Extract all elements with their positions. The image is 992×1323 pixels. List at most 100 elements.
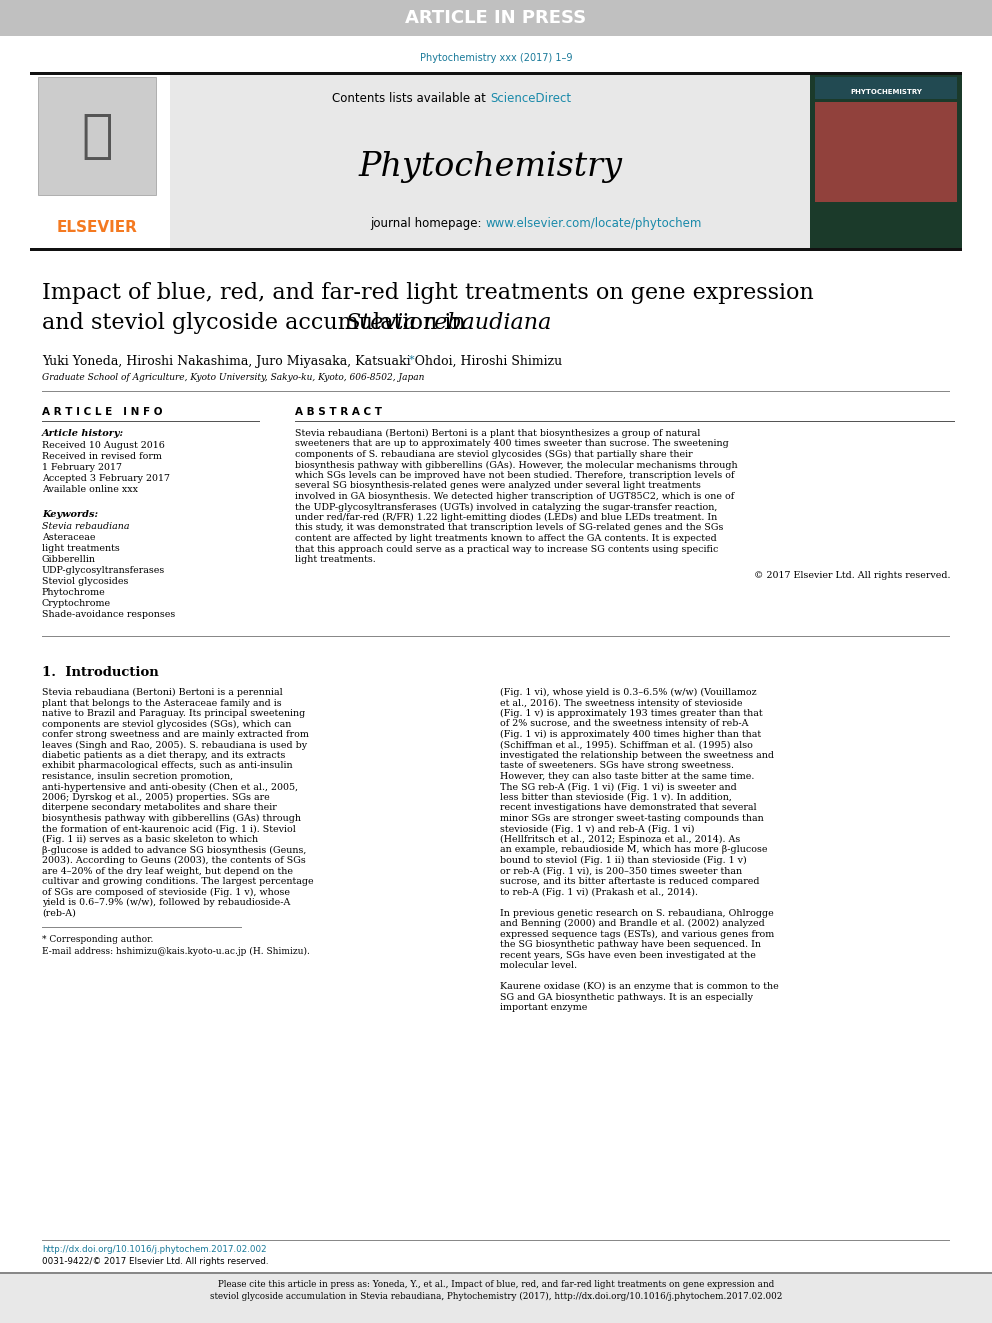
Text: β-glucose is added to advance SG biosynthesis (Geuns,: β-glucose is added to advance SG biosynt…: [42, 845, 307, 855]
Text: leaves (Singh and Rao, 2005). S. rebaudiana is used by: leaves (Singh and Rao, 2005). S. rebaudi…: [42, 741, 308, 750]
Text: * Corresponding author.: * Corresponding author.: [42, 935, 154, 945]
Text: A R T I C L E   I N F O: A R T I C L E I N F O: [42, 407, 163, 417]
Text: sweeteners that are up to approximately 400 times sweeter than sucrose. The swee: sweeteners that are up to approximately …: [295, 439, 729, 448]
Text: (Schiffman et al., 1995). Schiffman et al. (1995) also: (Schiffman et al., 1995). Schiffman et a…: [500, 741, 753, 750]
Text: yield is 0.6–7.9% (w/w), followed by rebaudioside-A: yield is 0.6–7.9% (w/w), followed by reb…: [42, 898, 291, 908]
Text: et al., 2016). The sweetness intensity of stevioside: et al., 2016). The sweetness intensity o…: [500, 699, 742, 708]
Text: of 2% sucrose, and the sweetness intensity of reb-A: of 2% sucrose, and the sweetness intensi…: [500, 720, 749, 729]
Text: ARTICLE IN PRESS: ARTICLE IN PRESS: [406, 9, 586, 26]
Text: steviol glycoside accumulation in Stevia rebaudiana, Phytochemistry (2017), http: steviol glycoside accumulation in Stevia…: [210, 1293, 782, 1301]
Text: components are steviol glycosides (SGs), which can: components are steviol glycosides (SGs),…: [42, 720, 292, 729]
Text: PHYTOCHEMISTRY: PHYTOCHEMISTRY: [850, 89, 922, 95]
Text: In previous genetic research on S. rebaudiana, Ohlrogge: In previous genetic research on S. rebau…: [500, 909, 774, 917]
Text: Asteraceae: Asteraceae: [42, 533, 95, 542]
Text: Steviol glycosides: Steviol glycosides: [42, 577, 128, 586]
Text: several SG biosynthesis-related genes were analyzed under several light treatmen: several SG biosynthesis-related genes we…: [295, 482, 701, 491]
Bar: [30, 247, 962, 250]
Bar: [30, 71, 962, 74]
Text: expressed sequence tags (ESTs), and various genes from: expressed sequence tags (ESTs), and vari…: [500, 930, 774, 938]
Text: 1.  Introduction: 1. Introduction: [42, 665, 159, 679]
Text: www.elsevier.com/locate/phytochem: www.elsevier.com/locate/phytochem: [485, 217, 701, 230]
Text: Stevia rebaudiana (Bertoni) Bertoni is a plant that biosynthesizes a group of na: Stevia rebaudiana (Bertoni) Bertoni is a…: [295, 429, 700, 438]
Text: that this approach could serve as a practical way to increase SG contents using : that this approach could serve as a prac…: [295, 545, 718, 553]
Text: Stevia rebaudiana (Bertoni) Bertoni is a perennial: Stevia rebaudiana (Bertoni) Bertoni is a…: [42, 688, 283, 697]
Text: Available online xxx: Available online xxx: [42, 486, 138, 493]
Text: http://dx.doi.org/10.1016/j.phytochem.2017.02.002: http://dx.doi.org/10.1016/j.phytochem.20…: [42, 1245, 267, 1254]
Text: (Fig. 1 v) is approximately 193 times greater than that: (Fig. 1 v) is approximately 193 times gr…: [500, 709, 763, 718]
Bar: [0, 1271, 992, 1323]
Text: Phytochemistry: Phytochemistry: [358, 151, 622, 183]
Bar: [0, 1271, 992, 1274]
Text: (reb-A): (reb-A): [42, 909, 75, 917]
Text: ScienceDirect: ScienceDirect: [490, 91, 571, 105]
Text: biosynthesis pathway with gibberellins (GAs). However, the molecular mechanisms : biosynthesis pathway with gibberellins (…: [295, 460, 738, 470]
Text: involved in GA biosynthesis. We detected higher transcription of UGT85C2, which : involved in GA biosynthesis. We detected…: [295, 492, 734, 501]
Text: Article history:: Article history:: [42, 429, 124, 438]
Text: (Fig. 1 vi), whose yield is 0.3–6.5% (w/w) (Vouillamoz: (Fig. 1 vi), whose yield is 0.3–6.5% (w/…: [500, 688, 757, 697]
Text: Contents lists available at: Contents lists available at: [332, 91, 490, 105]
Text: sucrose, and its bitter aftertaste is reduced compared: sucrose, and its bitter aftertaste is re…: [500, 877, 760, 886]
Text: cultivar and growing conditions. The largest percentage: cultivar and growing conditions. The lar…: [42, 877, 313, 886]
Text: Received in revised form: Received in revised form: [42, 452, 162, 460]
Text: Keywords:: Keywords:: [42, 509, 98, 519]
Bar: [0, 0, 992, 36]
Text: the UDP-glycosyltransferases (UGTs) involved in catalyzing the sugar-transfer re: the UDP-glycosyltransferases (UGTs) invo…: [295, 503, 717, 512]
Text: molecular level.: molecular level.: [500, 960, 577, 970]
Text: (Hellfritsch et al., 2012; Espinoza et al., 2014). As: (Hellfritsch et al., 2012; Espinoza et a…: [500, 835, 740, 844]
Text: ELSEVIER: ELSEVIER: [57, 220, 138, 234]
Text: and Benning (2000) and Brandle et al. (2002) analyzed: and Benning (2000) and Brandle et al. (2…: [500, 919, 765, 929]
Text: resistance, insulin secretion promotion,: resistance, insulin secretion promotion,: [42, 773, 233, 781]
Text: Graduate School of Agriculture, Kyoto University, Sakyo-ku, Kyoto, 606-8502, Jap: Graduate School of Agriculture, Kyoto Un…: [42, 373, 425, 382]
Text: confer strong sweetness and are mainly extracted from: confer strong sweetness and are mainly e…: [42, 730, 309, 740]
Text: important enzyme: important enzyme: [500, 1003, 587, 1012]
Text: biosynthesis pathway with gibberellins (GAs) through: biosynthesis pathway with gibberellins (…: [42, 814, 301, 823]
Text: Yuki Yoneda, Hiroshi Nakashima, Juro Miyasaka, Katsuaki Ohdoi, Hiroshi Shimizu: Yuki Yoneda, Hiroshi Nakashima, Juro Miy…: [42, 355, 562, 368]
Text: the formation of ent-kaurenoic acid (Fig. 1 i). Steviol: the formation of ent-kaurenoic acid (Fig…: [42, 824, 296, 833]
Text: are 4–20% of the dry leaf weight, but depend on the: are 4–20% of the dry leaf weight, but de…: [42, 867, 293, 876]
Text: recent investigations have demonstrated that several: recent investigations have demonstrated …: [500, 803, 757, 812]
Text: and steviol glycoside accumulation in: and steviol glycoside accumulation in: [42, 312, 473, 333]
Text: less bitter than stevioside (Fig. 1 v). In addition,: less bitter than stevioside (Fig. 1 v). …: [500, 792, 732, 802]
Text: bound to steviol (Fig. 1 ii) than stevioside (Fig. 1 v): bound to steviol (Fig. 1 ii) than stevio…: [500, 856, 747, 865]
Text: Phytochemistry xxx (2017) 1–9: Phytochemistry xxx (2017) 1–9: [420, 53, 572, 64]
Text: native to Brazil and Paraguay. Its principal sweetening: native to Brazil and Paraguay. Its princ…: [42, 709, 306, 718]
Text: Gibberellin: Gibberellin: [42, 556, 96, 564]
Text: 2003). According to Geuns (2003), the contents of SGs: 2003). According to Geuns (2003), the co…: [42, 856, 306, 865]
Text: Stevia rebaudiana: Stevia rebaudiana: [42, 523, 130, 531]
Bar: [38, 77, 156, 194]
Text: E-mail address: hshimizu@kais.kyoto-u.ac.jp (H. Shimizu).: E-mail address: hshimizu@kais.kyoto-u.ac…: [42, 947, 310, 957]
Text: Impact of blue, red, and far-red light treatments on gene expression: Impact of blue, red, and far-red light t…: [42, 282, 813, 304]
Text: an example, rebaudioside M, which has more β-glucose: an example, rebaudioside M, which has mo…: [500, 845, 768, 855]
Text: light treatments.: light treatments.: [295, 556, 376, 564]
Text: investigated the relationship between the sweetness and: investigated the relationship between th…: [500, 751, 774, 759]
Text: Kaurene oxidase (KO) is an enzyme that is common to the: Kaurene oxidase (KO) is an enzyme that i…: [500, 982, 779, 991]
Text: (Fig. 1 vi) is approximately 400 times higher than that: (Fig. 1 vi) is approximately 400 times h…: [500, 730, 761, 740]
Text: Stevia rebaudiana: Stevia rebaudiana: [346, 312, 552, 333]
Text: diabetic patients as a diet therapy, and its extracts: diabetic patients as a diet therapy, and…: [42, 751, 286, 759]
Text: 1 February 2017: 1 February 2017: [42, 463, 122, 472]
Text: components of S. rebaudiana are steviol glycosides (SGs) that partially share th: components of S. rebaudiana are steviol …: [295, 450, 692, 459]
Text: The SG reb-A (Fig. 1 vi) (Fig. 1 vi) is sweeter and: The SG reb-A (Fig. 1 vi) (Fig. 1 vi) is …: [500, 782, 737, 791]
Text: © 2017 Elsevier Ltd. All rights reserved.: © 2017 Elsevier Ltd. All rights reserved…: [754, 572, 950, 581]
Text: A B S T R A C T: A B S T R A C T: [295, 407, 382, 417]
Text: diterpene secondary metabolites and share their: diterpene secondary metabolites and shar…: [42, 803, 277, 812]
Text: Received 10 August 2016: Received 10 August 2016: [42, 441, 165, 450]
Text: (Fig. 1 ii) serves as a basic skeleton to which: (Fig. 1 ii) serves as a basic skeleton t…: [42, 835, 258, 844]
Bar: [170, 74, 810, 247]
Text: content are affected by light treatments known to affect the GA contents. It is : content are affected by light treatments…: [295, 534, 717, 542]
Text: which SGs levels can be improved have not been studied. Therefore, transcription: which SGs levels can be improved have no…: [295, 471, 734, 480]
Text: stevioside (Fig. 1 v) and reb-A (Fig. 1 vi): stevioside (Fig. 1 v) and reb-A (Fig. 1 …: [500, 824, 694, 833]
Text: the SG biosynthetic pathway have been sequenced. In: the SG biosynthetic pathway have been se…: [500, 941, 761, 949]
Text: Please cite this article in press as: Yoneda, Y., et al., Impact of blue, red, a: Please cite this article in press as: Yo…: [218, 1279, 774, 1289]
Text: or reb-A (Fig. 1 vi), is 200–350 times sweeter than: or reb-A (Fig. 1 vi), is 200–350 times s…: [500, 867, 742, 876]
Text: Accepted 3 February 2017: Accepted 3 February 2017: [42, 474, 170, 483]
Text: journal homepage:: journal homepage:: [370, 217, 485, 230]
Text: Phytochrome: Phytochrome: [42, 587, 106, 597]
Text: under red/far-red (R/FR) 1.22 light-emitting diodes (LEDs) and blue LEDs treatme: under red/far-red (R/FR) 1.22 light-emit…: [295, 513, 717, 523]
Text: anti-hypertensive and anti-obesity (Chen et al., 2005,: anti-hypertensive and anti-obesity (Chen…: [42, 782, 299, 791]
Text: *: *: [409, 355, 415, 365]
Text: of SGs are composed of stevioside (Fig. 1 v), whose: of SGs are composed of stevioside (Fig. …: [42, 888, 290, 897]
Bar: [815, 102, 957, 202]
Text: taste of sweeteners. SGs have strong sweetness.: taste of sweeteners. SGs have strong swe…: [500, 762, 734, 770]
Text: this study, it was demonstrated that transcription levels of SG-related genes an: this study, it was demonstrated that tra…: [295, 524, 723, 532]
